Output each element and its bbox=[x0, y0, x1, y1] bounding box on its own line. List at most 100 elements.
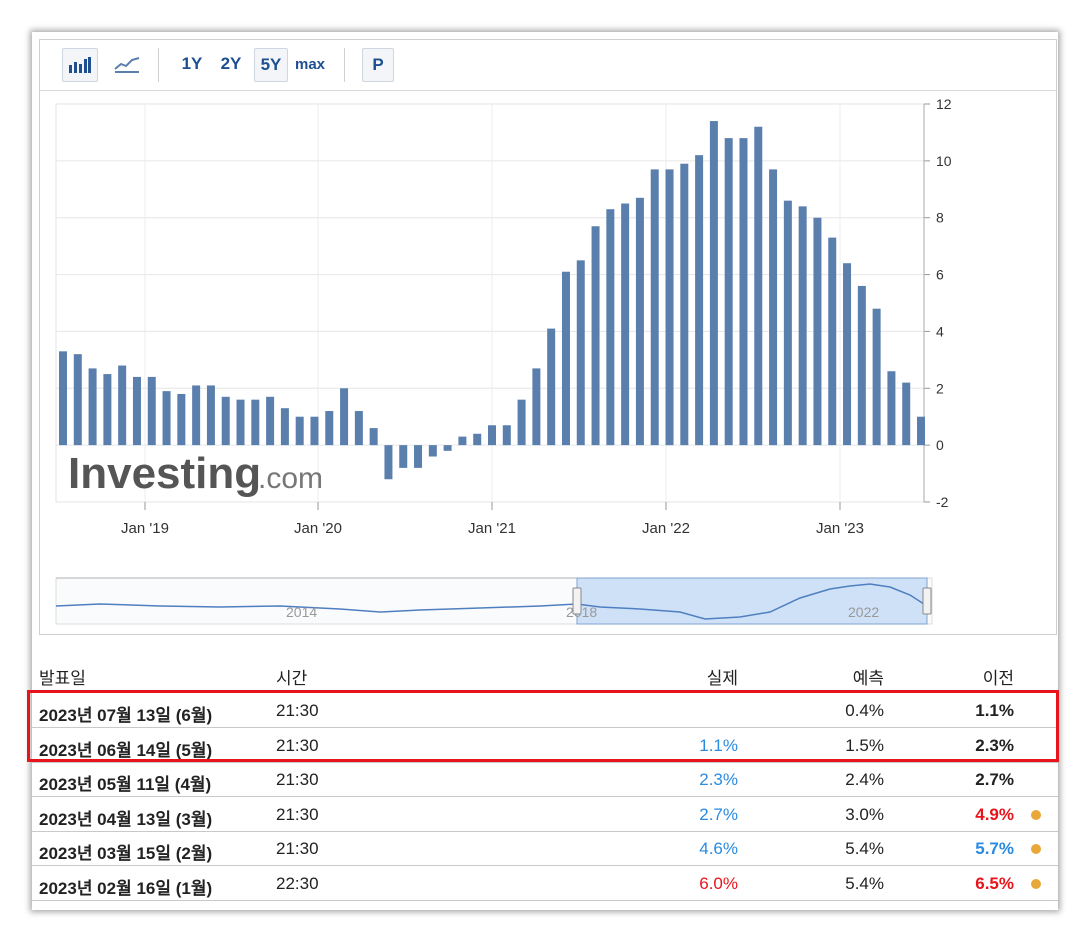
bar[interactable] bbox=[621, 203, 630, 446]
bar[interactable] bbox=[828, 237, 837, 446]
bar[interactable] bbox=[695, 155, 704, 446]
bar[interactable] bbox=[399, 445, 408, 468]
range-5y-button[interactable]: 5Y bbox=[254, 48, 288, 82]
investing-logo: Investing .com bbox=[68, 449, 323, 498]
bar[interactable] bbox=[162, 391, 171, 446]
bar[interactable] bbox=[414, 445, 423, 468]
bar[interactable] bbox=[280, 408, 289, 446]
y-tick-label: 0 bbox=[936, 437, 944, 453]
revision-dot-icon[interactable] bbox=[1031, 809, 1041, 820]
table-row[interactable]: 2023년 06월 14일 (5월) 21:30 1.1% 1.5% 2.3% bbox=[32, 728, 1058, 763]
line-chart-icon[interactable] bbox=[110, 48, 144, 80]
header-forecast: 예측 bbox=[852, 669, 884, 688]
bar[interactable] bbox=[206, 385, 215, 446]
navigator-year-label: 2018 bbox=[566, 604, 597, 620]
bar[interactable] bbox=[813, 217, 822, 446]
x-tick-label: Jan '19 bbox=[121, 520, 169, 537]
bar[interactable] bbox=[843, 263, 852, 446]
bar[interactable] bbox=[635, 197, 644, 446]
bar[interactable] bbox=[517, 399, 526, 446]
bar[interactable] bbox=[769, 169, 778, 446]
bar-chart-icon[interactable] bbox=[62, 48, 98, 82]
bar[interactable] bbox=[428, 445, 437, 457]
bar[interactable] bbox=[917, 416, 925, 446]
table-row[interactable]: 2023년 04월 13일 (3월) 21:30 2.7% 3.0% 4.9% bbox=[32, 797, 1058, 832]
navigator-year-label: 2014 bbox=[286, 604, 317, 620]
bar[interactable] bbox=[591, 226, 600, 446]
navigator-year-label: 2022 bbox=[848, 604, 879, 620]
y-tick-label: 2 bbox=[936, 380, 944, 396]
y-tick-label: 4 bbox=[936, 323, 944, 339]
row-date: 2023년 06월 14일 (5월) bbox=[39, 740, 213, 760]
bar[interactable] bbox=[118, 365, 127, 446]
bar[interactable] bbox=[709, 121, 718, 446]
bar[interactable] bbox=[532, 368, 541, 446]
bar[interactable] bbox=[266, 396, 275, 446]
row-time: 21:30 bbox=[276, 735, 319, 755]
bar[interactable] bbox=[857, 285, 866, 446]
bar[interactable] bbox=[502, 425, 511, 446]
bar[interactable] bbox=[310, 416, 319, 446]
table-row[interactable]: 2023년 07월 13일 (6월) 21:30 0.4% 1.1% bbox=[32, 693, 1058, 728]
bar[interactable] bbox=[872, 308, 881, 446]
bar[interactable] bbox=[192, 385, 201, 446]
bar[interactable] bbox=[73, 354, 82, 446]
row-previous: 5.7% bbox=[975, 839, 1014, 858]
header-actual: 실제 bbox=[706, 669, 738, 688]
bar[interactable] bbox=[606, 209, 615, 446]
bar[interactable] bbox=[665, 169, 674, 446]
bar[interactable] bbox=[724, 138, 733, 446]
table-row[interactable]: 2023년 03월 15일 (2월) 21:30 4.6% 5.4% 5.7% bbox=[32, 831, 1058, 866]
bar[interactable] bbox=[369, 428, 378, 446]
range-1y-button[interactable]: 1Y bbox=[181, 54, 203, 73]
header-date: 발표일 bbox=[39, 669, 86, 688]
row-previous: 2.3% bbox=[975, 735, 1014, 755]
bar[interactable] bbox=[902, 382, 911, 446]
bar[interactable] bbox=[458, 436, 467, 446]
row-time: 21:30 bbox=[276, 839, 319, 858]
row-actual: 6.0% bbox=[699, 873, 738, 893]
bar[interactable] bbox=[443, 445, 452, 451]
bar[interactable] bbox=[576, 260, 585, 446]
bar[interactable] bbox=[739, 138, 748, 446]
bar[interactable] bbox=[488, 425, 496, 446]
range-max-button[interactable]: max bbox=[294, 55, 326, 73]
bar[interactable] bbox=[147, 376, 156, 446]
navigator-handle[interactable] bbox=[572, 587, 582, 615]
bar[interactable] bbox=[325, 411, 334, 446]
bar[interactable] bbox=[295, 416, 304, 446]
table-row[interactable]: 2023년 02월 16일 (1월) 22:30 6.0% 5.4% 6.5% bbox=[32, 866, 1058, 901]
bar[interactable] bbox=[340, 388, 349, 446]
range-2y-button[interactable]: 2Y bbox=[220, 54, 242, 73]
bar[interactable] bbox=[236, 399, 245, 446]
row-time: 21:30 bbox=[276, 804, 319, 824]
bar[interactable] bbox=[354, 411, 363, 446]
row-actual: 4.6% bbox=[699, 839, 738, 858]
bar[interactable] bbox=[177, 393, 186, 446]
header-previous: 이전 bbox=[982, 669, 1014, 688]
revision-dot-icon[interactable] bbox=[1031, 878, 1041, 889]
range-navigator[interactable]: 2014 2018 2022 bbox=[55, 577, 933, 625]
bar[interactable] bbox=[754, 126, 763, 446]
bar[interactable] bbox=[59, 351, 67, 446]
navigator-handle[interactable] bbox=[922, 587, 932, 615]
chart-panel: 1Y 2Y 5Y max P Investing .com -2 0 2 4 6 8 10 1… bbox=[39, 39, 1057, 635]
bar[interactable] bbox=[384, 445, 393, 480]
revision-dot-icon[interactable] bbox=[1031, 844, 1041, 854]
bar[interactable] bbox=[221, 396, 230, 446]
bar[interactable] bbox=[650, 169, 659, 446]
bar[interactable] bbox=[88, 368, 97, 446]
bar[interactable] bbox=[251, 399, 260, 446]
bar[interactable] bbox=[783, 200, 792, 446]
bar[interactable] bbox=[132, 376, 141, 446]
p-button[interactable]: P bbox=[362, 48, 394, 82]
bar[interactable] bbox=[103, 374, 112, 446]
toolbar-separator bbox=[158, 48, 159, 82]
bar[interactable] bbox=[887, 371, 896, 446]
bar[interactable] bbox=[680, 163, 689, 446]
bar[interactable] bbox=[473, 433, 482, 446]
bar[interactable] bbox=[798, 206, 807, 446]
bar[interactable] bbox=[547, 328, 556, 446]
table-row[interactable]: 2023년 05월 11일 (4월) 21:30 2.3% 2.4% 2.7% bbox=[32, 762, 1058, 797]
bar[interactable] bbox=[561, 271, 570, 446]
